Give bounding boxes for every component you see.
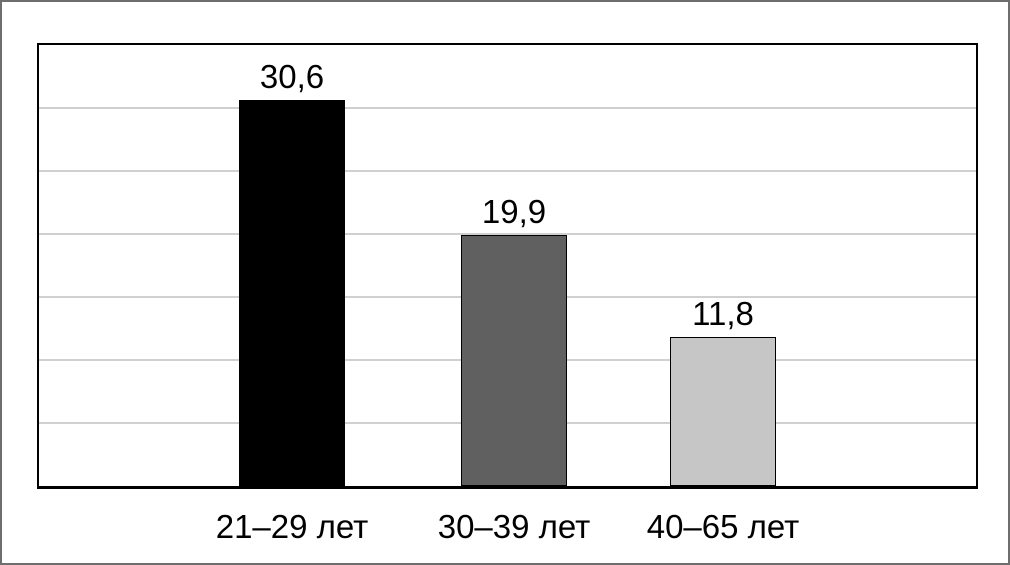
x-axis-label: 30–39 лет [437, 508, 591, 545]
bar [461, 235, 567, 486]
gridline [39, 107, 976, 109]
gridline [39, 170, 976, 172]
x-axis-label: 40–65 лет [646, 508, 800, 545]
x-axis-label: 21–29 лет [215, 508, 369, 545]
bar-value-label: 11,8 [692, 295, 754, 332]
bar [670, 337, 776, 486]
plot-area: 30,6 19,9 11,8 [37, 43, 978, 489]
bar-value-label: 30,6 [259, 58, 325, 95]
gridline [39, 233, 976, 235]
bar-slot: 30,6 [239, 45, 345, 486]
bar-value-label: 19,9 [481, 193, 547, 230]
bar-slot: 11,8 [670, 45, 776, 486]
bar-slot: 19,9 [461, 45, 567, 486]
bar [239, 100, 345, 486]
